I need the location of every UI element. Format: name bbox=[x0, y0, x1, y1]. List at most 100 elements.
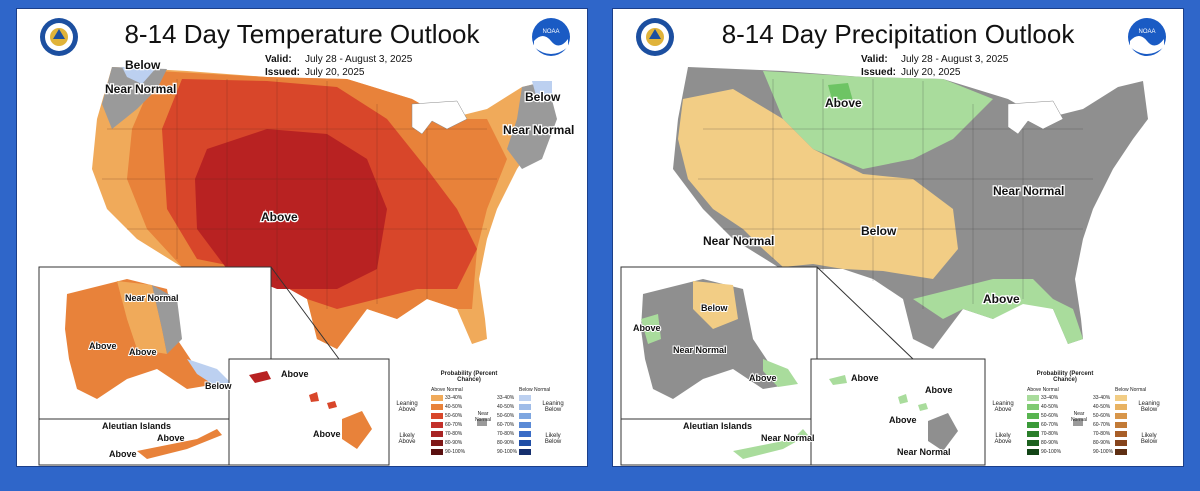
aleutian-near-normal bbox=[733, 429, 808, 459]
alaska-above-w bbox=[641, 314, 661, 344]
label-hi-above1: Above bbox=[281, 369, 309, 379]
nw-near-normal bbox=[102, 67, 167, 129]
legend-swatch-below bbox=[1115, 404, 1127, 410]
legend-range-label: 90-100% bbox=[1093, 449, 1114, 455]
legend-range-label: 60-70% bbox=[1041, 422, 1059, 428]
alaska-above-s bbox=[763, 359, 798, 387]
legend-swatch-below bbox=[1115, 413, 1127, 419]
legend-range-label: 70-80% bbox=[445, 431, 463, 437]
svg-text:NOAA: NOAA bbox=[542, 29, 559, 35]
legend-near-normal-swatch bbox=[477, 419, 487, 426]
legend-range-label: 70-80% bbox=[497, 431, 515, 437]
legend-swatch-below bbox=[519, 440, 531, 446]
label-aleutian-above2: Above bbox=[109, 449, 137, 459]
label-ak-above-s: Above bbox=[129, 347, 157, 357]
legend-range-label: 90-100% bbox=[1041, 449, 1062, 455]
label-above-se: Above bbox=[983, 292, 1020, 306]
great-lakes bbox=[411, 100, 468, 135]
legend-col-below: Below Normal bbox=[519, 387, 551, 393]
hawaii-above-3 bbox=[918, 403, 928, 411]
label-ak-above-s: Above bbox=[749, 373, 777, 383]
legend-swatch-above bbox=[431, 440, 443, 446]
legend-range-label: 50-60% bbox=[1041, 413, 1059, 419]
legend-swatch-below bbox=[519, 431, 531, 437]
commerce-seal-icon bbox=[39, 17, 79, 57]
label-below-nw: Below bbox=[125, 58, 161, 72]
legend-swatch-below bbox=[519, 395, 531, 401]
legend-range-label: 33-40% bbox=[1041, 395, 1059, 401]
legend-range-label: 50-60% bbox=[445, 413, 463, 419]
legend-near-normal-label: Near Normal bbox=[474, 411, 492, 423]
legend-swatch-below bbox=[519, 422, 531, 428]
legend-swatch-above bbox=[1027, 422, 1039, 428]
label-hi-above2: Above bbox=[313, 429, 341, 439]
aleutian-above bbox=[137, 429, 222, 459]
alaska-below bbox=[693, 281, 738, 329]
legend-range-label: 90-100% bbox=[445, 449, 466, 455]
noaa-logo-icon: NOAA bbox=[531, 17, 571, 57]
legend-range-label: 80-90% bbox=[445, 440, 463, 446]
legend-range-label: 60-70% bbox=[497, 422, 515, 428]
legend-likely-above: Likely Above bbox=[994, 433, 1012, 445]
label-ak-near-normal: Near Normal bbox=[673, 345, 727, 355]
hawaii-above-3 bbox=[327, 401, 337, 409]
legend-swatch-below bbox=[1115, 449, 1127, 455]
label-hi-above2: Above bbox=[925, 385, 953, 395]
west-below bbox=[678, 89, 958, 279]
legend-range-label: 33-40% bbox=[445, 395, 463, 401]
alaska-above-33 bbox=[117, 281, 167, 354]
label-hi-above3: Above bbox=[889, 415, 917, 425]
label-near-normal-ne: Near Normal bbox=[503, 123, 574, 137]
legend-range-label: 60-70% bbox=[1093, 422, 1111, 428]
legend-swatch-above bbox=[431, 404, 443, 410]
precipitation-outlook-panel: 8-14 Day Precipitation Outlook NOAA Vali… bbox=[612, 8, 1184, 467]
svg-text:NOAA: NOAA bbox=[1138, 29, 1155, 35]
legend-swatch-below bbox=[1115, 422, 1127, 428]
label-above-north: Above bbox=[825, 96, 862, 110]
conus-above-60 bbox=[195, 129, 387, 289]
hawaii-above-2 bbox=[309, 392, 319, 402]
legend-swatch-below bbox=[519, 404, 531, 410]
legend-title: Probability (Percent Chance) bbox=[440, 371, 498, 383]
label-near-normal-nw: Near Normal bbox=[105, 82, 176, 96]
legend-swatch-below bbox=[1115, 431, 1127, 437]
legend-title: Probability (Percent Chance) bbox=[1036, 371, 1094, 383]
legend-leaning-below: Leaning Below bbox=[542, 401, 564, 413]
precipitation-legend: Probability (Percent Chance) Above Norma… bbox=[985, 371, 1175, 463]
temperature-legend: Probability (Percent Chance) Above Norma… bbox=[389, 371, 579, 463]
hawaii-above-1 bbox=[829, 375, 847, 385]
ne-below bbox=[532, 81, 552, 101]
legend-swatch-below bbox=[1115, 440, 1127, 446]
legend-col-above: Above Normal bbox=[431, 387, 463, 393]
legend-swatch-above bbox=[431, 422, 443, 428]
legend-range-label: 80-90% bbox=[1093, 440, 1111, 446]
label-ak-below: Below bbox=[205, 381, 233, 391]
legend-swatch-above bbox=[1027, 404, 1039, 410]
commerce-seal-icon bbox=[635, 17, 675, 57]
label-ak-near-normal: Near Normal bbox=[125, 293, 179, 303]
legend-range-label: 60-70% bbox=[445, 422, 463, 428]
hawaii-near-normal bbox=[928, 413, 958, 451]
legend-range-label: 33-40% bbox=[497, 395, 515, 401]
hawaii-above-1 bbox=[249, 371, 271, 383]
legend-near-normal-swatch bbox=[1073, 419, 1083, 426]
label-aleutian-title: Aleutian Islands bbox=[102, 421, 171, 431]
alaska-below bbox=[187, 359, 232, 387]
precipitation-map: Above Near Normal Near Normal Below Abov… bbox=[620, 67, 1148, 466]
legend-swatch-above bbox=[1027, 440, 1039, 446]
legend-swatch-below bbox=[1115, 395, 1127, 401]
label-ak-above-w: Above bbox=[89, 341, 117, 351]
label-ak-below: Below bbox=[701, 303, 729, 313]
alaska-near-normal bbox=[641, 279, 793, 399]
label-near-normal-east: Near Normal bbox=[993, 184, 1064, 198]
legend-near-normal-label: Near Normal bbox=[1070, 411, 1088, 423]
legend-range-label: 40-50% bbox=[1041, 404, 1059, 410]
label-below-center: Below bbox=[861, 224, 897, 238]
label-hi-near-normal: Near Normal bbox=[897, 447, 951, 457]
ne-near-normal bbox=[507, 81, 557, 169]
legend-swatch-above bbox=[431, 395, 443, 401]
label-hi-above1: Above bbox=[851, 373, 879, 383]
label-aleutian-near-normal: Near Normal bbox=[761, 433, 815, 443]
legend-leaning-above: Leaning Above bbox=[992, 401, 1014, 413]
label-below-ne: Below bbox=[525, 90, 561, 104]
